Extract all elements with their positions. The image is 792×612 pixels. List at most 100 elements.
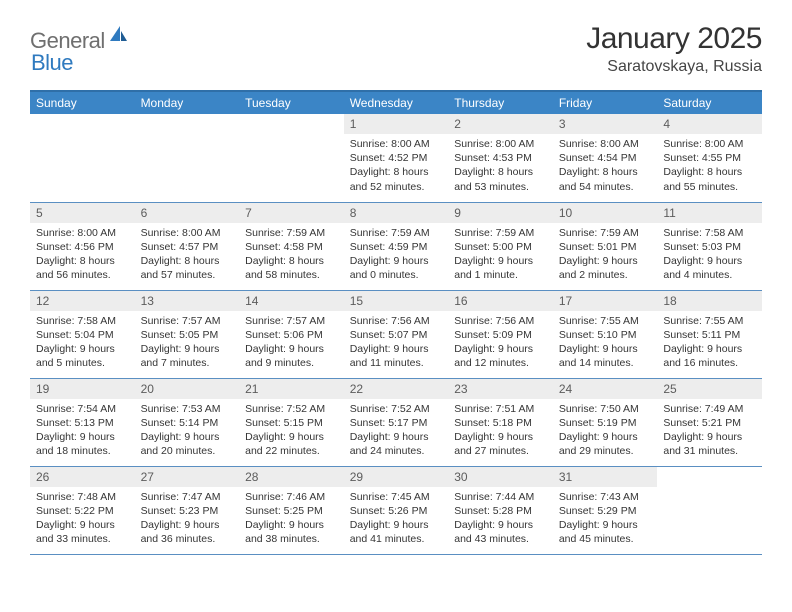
sunset-text: Sunset: 4:53 PM — [454, 151, 547, 165]
sunset-text: Sunset: 5:22 PM — [36, 504, 129, 518]
sunset-text: Sunset: 4:54 PM — [559, 151, 652, 165]
sunrise-text: Sunrise: 7:44 AM — [454, 490, 547, 504]
day-number: 13 — [135, 291, 240, 311]
title-block: January 2025 Saratovskaya, Russia — [586, 22, 762, 76]
day-details: Sunrise: 7:52 AMSunset: 5:15 PMDaylight:… — [239, 399, 344, 463]
calendar-day-cell: 7Sunrise: 7:59 AMSunset: 4:58 PMDaylight… — [239, 202, 344, 290]
sunrise-text: Sunrise: 8:00 AM — [141, 226, 234, 240]
weekday-header: Friday — [553, 91, 658, 114]
daylight-text: Daylight: 9 hours and 18 minutes. — [36, 430, 129, 458]
sunrise-text: Sunrise: 7:52 AM — [245, 402, 338, 416]
calendar-day-cell: 25Sunrise: 7:49 AMSunset: 5:21 PMDayligh… — [657, 378, 762, 466]
day-number: 2 — [448, 114, 553, 134]
day-number: 20 — [135, 379, 240, 399]
weekday-header: Sunday — [30, 91, 135, 114]
calendar-week-row: 26Sunrise: 7:48 AMSunset: 5:22 PMDayligh… — [30, 466, 762, 554]
daylight-text: Daylight: 9 hours and 2 minutes. — [559, 254, 652, 282]
sunset-text: Sunset: 5:13 PM — [36, 416, 129, 430]
calendar-day-cell: 5Sunrise: 8:00 AMSunset: 4:56 PMDaylight… — [30, 202, 135, 290]
calendar-day-cell: 16Sunrise: 7:56 AMSunset: 5:09 PMDayligh… — [448, 290, 553, 378]
day-details: Sunrise: 7:49 AMSunset: 5:21 PMDaylight:… — [657, 399, 762, 463]
sunset-text: Sunset: 5:28 PM — [454, 504, 547, 518]
sunrise-text: Sunrise: 8:00 AM — [350, 137, 443, 151]
day-number: 4 — [657, 114, 762, 134]
day-number: 3 — [553, 114, 658, 134]
calendar-day-cell: 26Sunrise: 7:48 AMSunset: 5:22 PMDayligh… — [30, 466, 135, 554]
calendar-day-cell: 19Sunrise: 7:54 AMSunset: 5:13 PMDayligh… — [30, 378, 135, 466]
sunset-text: Sunset: 4:57 PM — [141, 240, 234, 254]
sunrise-text: Sunrise: 7:55 AM — [663, 314, 756, 328]
daylight-text: Daylight: 9 hours and 4 minutes. — [663, 254, 756, 282]
daylight-text: Daylight: 9 hours and 38 minutes. — [245, 518, 338, 546]
daylight-text: Daylight: 9 hours and 24 minutes. — [350, 430, 443, 458]
sunrise-text: Sunrise: 7:56 AM — [350, 314, 443, 328]
weekday-header: Saturday — [657, 91, 762, 114]
calendar-head: SundayMondayTuesdayWednesdayThursdayFrid… — [30, 91, 762, 114]
day-details: Sunrise: 7:53 AMSunset: 5:14 PMDaylight:… — [135, 399, 240, 463]
day-details: Sunrise: 8:00 AMSunset: 4:52 PMDaylight:… — [344, 134, 449, 198]
day-number: 28 — [239, 467, 344, 487]
calendar-day-cell — [239, 114, 344, 202]
day-details: Sunrise: 7:45 AMSunset: 5:26 PMDaylight:… — [344, 487, 449, 551]
daylight-text: Daylight: 9 hours and 36 minutes. — [141, 518, 234, 546]
sunrise-text: Sunrise: 7:58 AM — [36, 314, 129, 328]
daylight-text: Daylight: 9 hours and 1 minute. — [454, 254, 547, 282]
sunset-text: Sunset: 5:06 PM — [245, 328, 338, 342]
sunset-text: Sunset: 5:00 PM — [454, 240, 547, 254]
day-number: 6 — [135, 203, 240, 223]
sunset-text: Sunset: 5:15 PM — [245, 416, 338, 430]
day-number: 1 — [344, 114, 449, 134]
sunrise-text: Sunrise: 7:59 AM — [454, 226, 547, 240]
day-details: Sunrise: 7:48 AMSunset: 5:22 PMDaylight:… — [30, 487, 135, 551]
calendar-week-row: 12Sunrise: 7:58 AMSunset: 5:04 PMDayligh… — [30, 290, 762, 378]
weekday-header: Tuesday — [239, 91, 344, 114]
day-details: Sunrise: 7:58 AMSunset: 5:03 PMDaylight:… — [657, 223, 762, 287]
calendar-day-cell: 8Sunrise: 7:59 AMSunset: 4:59 PMDaylight… — [344, 202, 449, 290]
calendar-day-cell: 27Sunrise: 7:47 AMSunset: 5:23 PMDayligh… — [135, 466, 240, 554]
sunset-text: Sunset: 5:17 PM — [350, 416, 443, 430]
daylight-text: Daylight: 9 hours and 41 minutes. — [350, 518, 443, 546]
daylight-text: Daylight: 9 hours and 5 minutes. — [36, 342, 129, 370]
sunset-text: Sunset: 4:58 PM — [245, 240, 338, 254]
sunset-text: Sunset: 5:07 PM — [350, 328, 443, 342]
day-number: 25 — [657, 379, 762, 399]
daylight-text: Daylight: 9 hours and 9 minutes. — [245, 342, 338, 370]
sunset-text: Sunset: 5:04 PM — [36, 328, 129, 342]
sunrise-text: Sunrise: 7:48 AM — [36, 490, 129, 504]
calendar-day-cell: 31Sunrise: 7:43 AMSunset: 5:29 PMDayligh… — [553, 466, 658, 554]
sunrise-text: Sunrise: 7:53 AM — [141, 402, 234, 416]
sunrise-text: Sunrise: 7:52 AM — [350, 402, 443, 416]
calendar-day-cell: 20Sunrise: 7:53 AMSunset: 5:14 PMDayligh… — [135, 378, 240, 466]
daylight-text: Daylight: 8 hours and 53 minutes. — [454, 165, 547, 193]
sunrise-text: Sunrise: 8:00 AM — [559, 137, 652, 151]
day-details: Sunrise: 7:55 AMSunset: 5:11 PMDaylight:… — [657, 311, 762, 375]
sunset-text: Sunset: 5:03 PM — [663, 240, 756, 254]
calendar-day-cell: 2 Sunrise: 8:00 AMSunset: 4:53 PMDaylight… — [448, 114, 553, 202]
sunset-text: Sunset: 5:01 PM — [559, 240, 652, 254]
sunset-text: Sunset: 5:25 PM — [245, 504, 338, 518]
day-number — [135, 114, 240, 120]
sunrise-text: Sunrise: 7:47 AM — [141, 490, 234, 504]
sunrise-text: Sunrise: 7:50 AM — [559, 402, 652, 416]
day-details: Sunrise: 8:00 AMSunset: 4:57 PMDaylight:… — [135, 223, 240, 287]
sunset-text: Sunset: 4:56 PM — [36, 240, 129, 254]
weekday-header: Wednesday — [344, 91, 449, 114]
sail-icon — [107, 23, 129, 50]
daylight-text: Daylight: 8 hours and 58 minutes. — [245, 254, 338, 282]
calendar-body: 1Sunrise: 8:00 AMSunset: 4:52 PMDaylight… — [30, 114, 762, 554]
day-number: 31 — [553, 467, 658, 487]
daylight-text: Daylight: 8 hours and 54 minutes. — [559, 165, 652, 193]
day-details: Sunrise: 7:50 AMSunset: 5:19 PMDaylight:… — [553, 399, 658, 463]
day-number: 12 — [30, 291, 135, 311]
day-number: 29 — [344, 467, 449, 487]
calendar-day-cell: 6Sunrise: 8:00 AMSunset: 4:57 PMDaylight… — [135, 202, 240, 290]
daylight-text: Daylight: 9 hours and 14 minutes. — [559, 342, 652, 370]
sunset-text: Sunset: 5:14 PM — [141, 416, 234, 430]
daylight-text: Daylight: 8 hours and 56 minutes. — [36, 254, 129, 282]
sunrise-text: Sunrise: 8:00 AM — [454, 137, 547, 151]
sunrise-text: Sunrise: 7:56 AM — [454, 314, 547, 328]
day-details: Sunrise: 7:59 AMSunset: 4:59 PMDaylight:… — [344, 223, 449, 287]
day-number: 11 — [657, 203, 762, 223]
calendar-day-cell: 9Sunrise: 7:59 AMSunset: 5:00 PMDaylight… — [448, 202, 553, 290]
sunrise-text: Sunrise: 7:55 AM — [559, 314, 652, 328]
